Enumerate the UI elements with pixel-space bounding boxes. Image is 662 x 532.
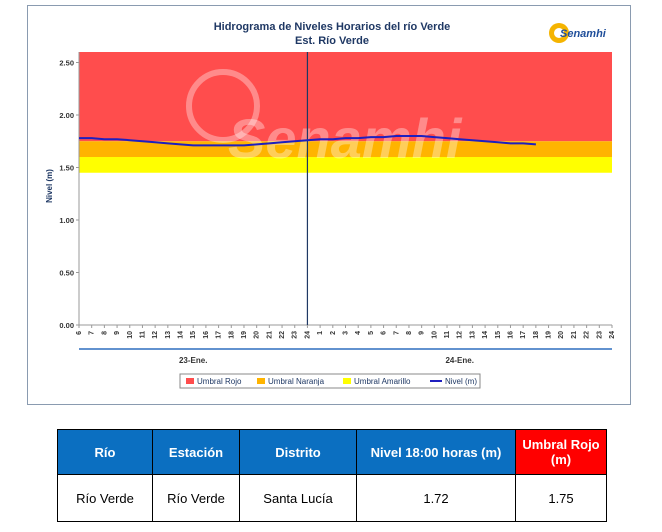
group-label: 24-Ene. [445, 356, 473, 365]
x-tick-label: 15 [190, 331, 197, 339]
x-tick-label: 17 [520, 331, 527, 339]
x-tick-label: 5 [368, 331, 375, 335]
x-tick-label: 23 [292, 331, 299, 339]
x-tick-label: 6 [76, 331, 83, 335]
y-tick-label: 0.00 [59, 321, 74, 330]
cell-nivel: 1.72 [356, 474, 516, 522]
senamhi-logo: Senamhi [549, 23, 607, 43]
y-tick-label: 2.50 [59, 59, 74, 68]
x-tick-label: 17 [216, 331, 223, 339]
x-tick-label: 11 [444, 331, 451, 339]
x-tick-label: 24 [609, 331, 616, 339]
x-tick-label: 13 [469, 331, 476, 339]
x-tick-label: 13 [165, 331, 172, 339]
legend-label: Nivel (m) [445, 377, 477, 386]
legend-box [179, 373, 481, 389]
header-umbral-rojo: Umbral Rojo (m) [515, 429, 607, 475]
x-tick-label: 12 [152, 331, 159, 339]
x-tick-label: 21 [266, 331, 273, 339]
x-tick-label: 7 [89, 331, 96, 335]
x-tick-label: 7 [393, 331, 400, 335]
x-tick-label: 10 [431, 331, 438, 339]
x-tick-label: 18 [228, 331, 235, 339]
band-umbral-rojo [79, 52, 612, 142]
x-tick-label: 19 [546, 331, 553, 339]
x-tick-label: 14 [178, 331, 185, 339]
x-tick-label: 10 [127, 331, 134, 339]
header-estacion: Estación [152, 429, 240, 475]
header-nivel: Nivel 18:00 horas (m) [356, 429, 516, 475]
x-tick-label: 24 [304, 331, 311, 339]
legend-swatch [257, 378, 265, 384]
hydrograph-chart: Hidrograma de Niveles Horarios del río V… [27, 5, 631, 405]
header-distrito: Distrito [239, 429, 357, 475]
chart-title: Hidrograma de Niveles Horarios del río V… [214, 21, 451, 33]
x-tick-label: 1 [317, 331, 324, 335]
chart-svg: Hidrograma de Niveles Horarios del río V… [45, 21, 616, 389]
y-tick-label: 2.00 [59, 111, 74, 120]
x-tick-label: 22 [584, 331, 591, 339]
x-tick-label: 4 [355, 331, 362, 335]
legend-swatch [186, 378, 194, 384]
x-tick-label: 9 [419, 331, 426, 335]
x-groups: 23-Ene. 24-Ene. [79, 348, 612, 365]
legend-label: Umbral Amarillo [354, 377, 411, 386]
x-tick-label: 16 [507, 331, 514, 339]
y-tick-label: 0.50 [59, 269, 74, 278]
cell-distrito: Santa Lucía [239, 474, 357, 522]
table-header-row: Río Estación Distrito Nivel 18:00 horas … [57, 429, 607, 475]
x-tick-label: 22 [279, 331, 286, 339]
y-tick-label: 1.00 [59, 216, 74, 225]
legend-swatch [343, 378, 351, 384]
cell-umbral-rojo: 1.75 [515, 474, 607, 522]
x-tick-label: 20 [558, 331, 565, 339]
x-tick-label: 18 [533, 331, 540, 339]
x-tick-label: 14 [482, 331, 489, 339]
x-tick-label: 9 [114, 331, 121, 335]
x-tick-label: 12 [457, 331, 464, 339]
x-tick-label: 8 [101, 331, 108, 335]
x-tick-label: 21 [571, 331, 578, 339]
cell-estacion: Río Verde [152, 474, 240, 522]
legend-label: Umbral Rojo [197, 377, 242, 386]
logo-text: Senamhi [560, 28, 607, 40]
x-tick-label: 19 [241, 331, 248, 339]
x-tick-label: 16 [203, 331, 210, 339]
header-rio: Río [57, 429, 153, 475]
y-ticks: 2.50 2.00 1.50 1.00 0.50 0.00 [59, 59, 79, 330]
legend: Umbral Rojo Umbral Naranja Umbral Amarillo… [179, 373, 481, 389]
cell-rio: Río Verde [57, 474, 153, 522]
chart-subtitle: Est. Río Verde [295, 35, 369, 47]
x-tick-label: 3 [343, 331, 350, 335]
x-tick-label: 15 [495, 331, 502, 339]
x-tick-label: 8 [406, 331, 413, 335]
x-tick-label: 2 [330, 331, 337, 335]
summary-table: Río Estación Distrito Nivel 18:00 horas … [57, 429, 607, 522]
series-layer [79, 135, 536, 147]
threshold-bands [79, 52, 612, 173]
x-tick-label: 23 [596, 331, 603, 339]
group-label: 23-Ene. [179, 356, 207, 365]
y-tick-label: 1.50 [59, 164, 74, 173]
x-tick-label: 20 [254, 331, 261, 339]
x-tick-label: 11 [139, 331, 146, 339]
table-row: Río Verde Río Verde Santa Lucía 1.72 1.7… [57, 474, 607, 522]
band-umbral-amarillo [79, 157, 612, 173]
x-ticks: 6 7 8 9 10 11 12 13 14 15 16 17 18 19 20 21 22 23 24 1 2 3 4 5 6… [76, 325, 616, 339]
y-axis-label: Nivel (m) [45, 169, 54, 203]
x-tick-label: 6 [381, 331, 388, 335]
legend-label: Umbral Naranja [268, 377, 325, 386]
series-line-nivel [79, 135, 536, 147]
